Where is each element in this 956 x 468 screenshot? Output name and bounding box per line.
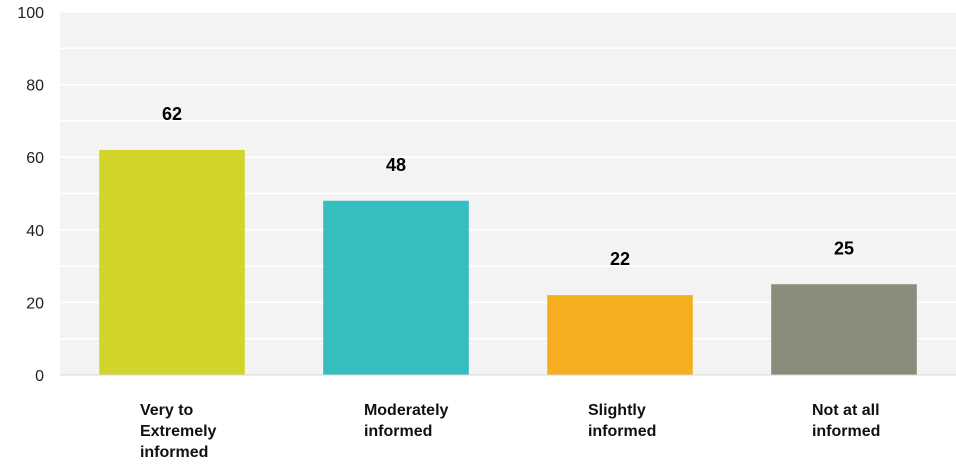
- y-tick-label: 100: [17, 5, 44, 22]
- bar: [323, 200, 469, 375]
- data-label: 25: [834, 238, 854, 258]
- x-axis-labels: Very to Extremely informed Moderately inform…: [140, 402, 880, 461]
- bar: [547, 295, 693, 375]
- x-tick-label: Very to Extremely informed: [140, 402, 217, 461]
- data-label: 22: [610, 249, 630, 269]
- data-labels: 62 48 22 25: [162, 104, 854, 269]
- x-tick-label: Moderately informed: [364, 402, 449, 440]
- y-tick-label: 0: [35, 368, 44, 385]
- data-label: 48: [386, 155, 406, 175]
- x-tick-label: Slightly informed: [588, 402, 656, 440]
- y-tick-label: 20: [26, 295, 44, 312]
- y-tick-label: 60: [26, 150, 44, 167]
- y-tick-label: 40: [26, 223, 44, 240]
- y-axis-ticks: 0 20 40 60 80 100: [17, 5, 44, 385]
- x-tick-label: Not at all informed: [812, 402, 880, 440]
- bar: [771, 284, 917, 375]
- bar: [99, 149, 245, 375]
- data-label: 62: [162, 104, 182, 124]
- y-tick-label: 80: [26, 78, 44, 95]
- bars: [99, 149, 917, 375]
